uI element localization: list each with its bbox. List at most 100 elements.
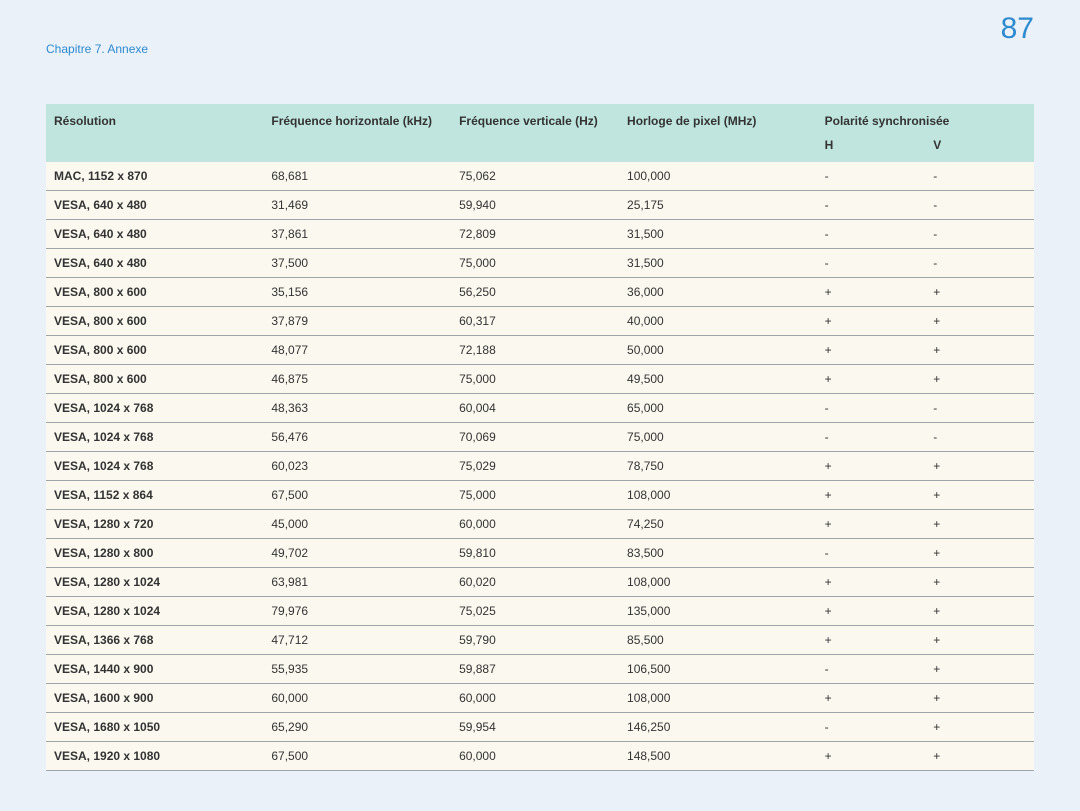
cell-res: VESA, 1280 x 1024 [46, 568, 263, 597]
cell-res: VESA, 800 x 600 [46, 365, 263, 394]
cell-vf: 59,790 [451, 626, 619, 655]
cell-clk: 85,500 [619, 626, 817, 655]
cell-pv: + [925, 481, 1034, 510]
cell-hf: 65,290 [263, 713, 451, 742]
cell-clk: 49,500 [619, 365, 817, 394]
cell-ph: + [817, 365, 926, 394]
cell-res: VESA, 1920 x 1080 [46, 742, 263, 771]
cell-vf: 60,004 [451, 394, 619, 423]
cell-vf: 72,809 [451, 220, 619, 249]
cell-clk: 50,000 [619, 336, 817, 365]
cell-vf: 75,000 [451, 481, 619, 510]
cell-vf: 56,250 [451, 278, 619, 307]
th-resolution: Résolution [46, 104, 263, 138]
table-row: VESA, 1920 x 108067,50060,000148,500++ [46, 742, 1034, 771]
th-blank [619, 138, 817, 162]
cell-clk: 31,500 [619, 249, 817, 278]
cell-res: VESA, 1280 x 720 [46, 510, 263, 539]
cell-clk: 106,500 [619, 655, 817, 684]
th-pol-h: H [817, 138, 926, 162]
cell-ph: + [817, 626, 926, 655]
table-row: VESA, 1440 x 90055,93559,887106,500-+ [46, 655, 1034, 684]
cell-hf: 67,500 [263, 742, 451, 771]
cell-res: VESA, 640 x 480 [46, 191, 263, 220]
th-blank [263, 138, 451, 162]
cell-pv: + [925, 742, 1034, 771]
cell-clk: 108,000 [619, 481, 817, 510]
cell-hf: 46,875 [263, 365, 451, 394]
table-row: VESA, 640 x 48037,86172,80931,500-- [46, 220, 1034, 249]
cell-ph: - [817, 423, 926, 452]
cell-ph: + [817, 684, 926, 713]
cell-clk: 108,000 [619, 568, 817, 597]
cell-vf: 75,000 [451, 365, 619, 394]
cell-clk: 75,000 [619, 423, 817, 452]
cell-clk: 65,000 [619, 394, 817, 423]
table-row: VESA, 800 x 60035,15656,25036,000++ [46, 278, 1034, 307]
cell-res: VESA, 1024 x 768 [46, 452, 263, 481]
cell-vf: 59,940 [451, 191, 619, 220]
cell-ph: - [817, 655, 926, 684]
cell-res: MAC, 1152 x 870 [46, 162, 263, 191]
th-blank [451, 138, 619, 162]
cell-ph: + [817, 510, 926, 539]
cell-vf: 70,069 [451, 423, 619, 452]
cell-ph: + [817, 278, 926, 307]
cell-pv: + [925, 452, 1034, 481]
cell-vf: 60,000 [451, 684, 619, 713]
cell-clk: 40,000 [619, 307, 817, 336]
table-row: VESA, 1280 x 80049,70259,81083,500-+ [46, 539, 1034, 568]
cell-hf: 45,000 [263, 510, 451, 539]
page-number: 87 [1001, 12, 1034, 46]
cell-pv: + [925, 597, 1034, 626]
cell-clk: 31,500 [619, 220, 817, 249]
th-hfreq: Fréquence horizontale (kHz) [263, 104, 451, 138]
table-row: VESA, 1280 x 72045,00060,00074,250++ [46, 510, 1034, 539]
table-row: VESA, 800 x 60048,07772,18850,000++ [46, 336, 1034, 365]
cell-vf: 75,062 [451, 162, 619, 191]
cell-pv: + [925, 626, 1034, 655]
cell-vf: 75,029 [451, 452, 619, 481]
cell-hf: 60,000 [263, 684, 451, 713]
table-row: VESA, 1680 x 105065,29059,954146,250-+ [46, 713, 1034, 742]
cell-res: VESA, 1024 x 768 [46, 394, 263, 423]
cell-hf: 35,156 [263, 278, 451, 307]
th-clock: Horloge de pixel (MHz) [619, 104, 817, 138]
cell-hf: 56,476 [263, 423, 451, 452]
cell-hf: 48,077 [263, 336, 451, 365]
cell-pv: - [925, 249, 1034, 278]
cell-vf: 60,000 [451, 742, 619, 771]
cell-res: VESA, 1152 x 864 [46, 481, 263, 510]
cell-ph: + [817, 336, 926, 365]
table-body: MAC, 1152 x 87068,68175,062100,000--VESA… [46, 162, 1034, 771]
cell-pv: + [925, 365, 1034, 394]
cell-hf: 48,363 [263, 394, 451, 423]
th-vfreq: Fréquence verticale (Hz) [451, 104, 619, 138]
cell-res: VESA, 1280 x 1024 [46, 597, 263, 626]
th-blank [46, 138, 263, 162]
cell-hf: 37,861 [263, 220, 451, 249]
cell-pv: + [925, 278, 1034, 307]
cell-res: VESA, 1440 x 900 [46, 655, 263, 684]
cell-clk: 25,175 [619, 191, 817, 220]
cell-clk: 83,500 [619, 539, 817, 568]
cell-res: VESA, 1600 x 900 [46, 684, 263, 713]
chapter-title: Chapitre 7. Annexe [46, 42, 1034, 56]
cell-pv: + [925, 655, 1034, 684]
cell-vf: 60,020 [451, 568, 619, 597]
cell-ph: + [817, 597, 926, 626]
cell-pv: + [925, 510, 1034, 539]
cell-res: VESA, 800 x 600 [46, 336, 263, 365]
cell-hf: 63,981 [263, 568, 451, 597]
cell-pv: - [925, 191, 1034, 220]
cell-vf: 59,954 [451, 713, 619, 742]
th-polarity: Polarité synchronisée [817, 104, 1034, 138]
cell-ph: + [817, 742, 926, 771]
cell-hf: 47,712 [263, 626, 451, 655]
cell-ph: + [817, 452, 926, 481]
cell-vf: 72,188 [451, 336, 619, 365]
table-row: VESA, 800 x 60046,87575,00049,500++ [46, 365, 1034, 394]
cell-res: VESA, 640 x 480 [46, 249, 263, 278]
timing-table: Résolution Fréquence horizontale (kHz) F… [46, 104, 1034, 771]
cell-pv: - [925, 162, 1034, 191]
